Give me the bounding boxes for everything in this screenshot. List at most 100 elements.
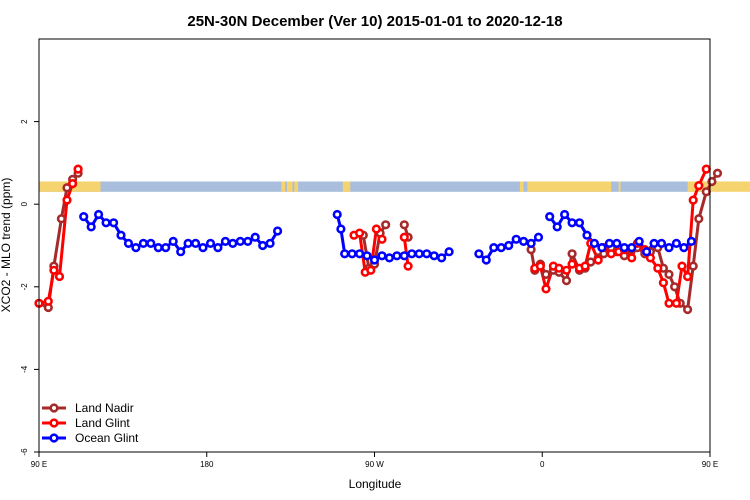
- ocean-glint-point: [612, 238, 622, 248]
- ocean-glint-point: [518, 236, 529, 246]
- land-glint-point: [688, 195, 698, 205]
- land-glint-point: [366, 265, 376, 275]
- legend-label: Land Glint: [75, 416, 130, 430]
- ocean-glint-point: [574, 218, 585, 228]
- ocean-glint-point: [552, 222, 562, 232]
- legend-item-land-nadir: Land Nadir: [42, 401, 134, 415]
- land-nadir-point: [381, 220, 391, 230]
- land-band-segment: [281, 181, 286, 192]
- y-tick-label: 0: [20, 201, 29, 206]
- ocean-glint-point: [511, 234, 521, 244]
- y-axis: 2 0 -2 -4 -6: [20, 119, 39, 456]
- ocean-glint-point: [220, 236, 230, 246]
- land-nadir-point: [541, 269, 551, 280]
- y-tick-label: -4: [20, 365, 29, 373]
- land-glint-point: [664, 298, 674, 308]
- ocean-glint-point: [414, 249, 424, 259]
- ocean-glint-point: [489, 243, 499, 253]
- legend-marker: [49, 418, 59, 428]
- land-glint-point: [645, 253, 656, 263]
- ocean-glint-point: [340, 249, 350, 259]
- land-nadir-point: [682, 304, 693, 315]
- ocean-glint-point: [656, 238, 667, 248]
- x-tick-label: 90 E: [702, 460, 718, 469]
- x-tick-label: 180: [200, 460, 214, 469]
- ocean-glint-point: [205, 238, 216, 248]
- land-glint-point: [682, 271, 693, 282]
- plot-points: [34, 164, 723, 315]
- land-nadir-point: [567, 249, 577, 259]
- land-glint-point: [377, 234, 387, 244]
- ocean-glint-point: [533, 232, 544, 242]
- land-glint-point: [658, 278, 669, 288]
- legend-marker: [49, 403, 59, 413]
- ocean-glint-point: [627, 243, 637, 253]
- legend-label: Ocean Glint: [75, 431, 139, 445]
- ocean-glint-point: [619, 243, 629, 253]
- land-nadir-point: [56, 214, 67, 224]
- ocean-glint-point: [429, 251, 439, 261]
- ocean-glint-point: [131, 243, 141, 253]
- land-band-segment: [527, 181, 612, 192]
- land-glint-point: [73, 164, 83, 174]
- ocean-glint-point: [86, 222, 96, 232]
- land-nadir-point: [701, 187, 711, 197]
- land-glint-point: [54, 271, 65, 282]
- land-glint-point: [580, 261, 590, 271]
- land-nadir-point: [712, 168, 723, 178]
- land-band-segment: [519, 181, 524, 192]
- ocean-glint-point: [213, 243, 223, 253]
- land-nadir-point: [561, 276, 572, 286]
- land-nadir-point: [664, 269, 674, 280]
- land-nadir-point: [62, 183, 72, 193]
- ocean-glint-point: [265, 238, 275, 248]
- ocean-glint-point: [123, 238, 134, 248]
- land-nadir-line: [38, 172, 80, 309]
- land-glint-point: [627, 253, 637, 263]
- land-nadir-point: [669, 282, 680, 292]
- ocean-glint-point: [191, 238, 201, 248]
- land-band-segment: [286, 181, 293, 192]
- ocean-glint-point: [377, 251, 387, 261]
- land-band-segment: [618, 181, 621, 192]
- land-glint-point: [49, 265, 59, 275]
- ocean-glint-point: [332, 209, 342, 220]
- land-glint-point: [43, 296, 53, 306]
- land-glint-point: [701, 164, 711, 174]
- ocean-glint-point: [641, 247, 652, 257]
- ocean-glint-point: [146, 238, 156, 248]
- ocean-glint-point: [369, 255, 380, 265]
- ocean-glint-point: [559, 209, 570, 220]
- ocean-glint-point: [273, 226, 283, 236]
- ocean-glint-point: [362, 251, 372, 261]
- x-tick-label: 90 W: [365, 460, 384, 469]
- legend-item-ocean-glint: Ocean Glint: [42, 431, 139, 445]
- land-band-segment: [342, 181, 351, 192]
- x-tick-label: 90 E: [31, 460, 47, 469]
- land-glint-point: [671, 298, 682, 308]
- ocean-glint-point: [649, 238, 659, 248]
- land-glint-point: [653, 263, 663, 273]
- ocean-glint-point: [496, 243, 506, 253]
- ocean-glint-point: [422, 249, 432, 259]
- legend-marker: [49, 433, 59, 443]
- land-glint-point: [371, 224, 382, 234]
- ocean-glint-point: [101, 218, 111, 228]
- ocean-glint-point: [258, 240, 268, 251]
- ocean-glint-point: [481, 255, 491, 265]
- ocean-glint-point: [567, 218, 577, 228]
- ocean-glint-point: [437, 253, 447, 263]
- ocean-band: [39, 181, 710, 192]
- ocean-glint-point: [604, 238, 615, 248]
- legend-label: Land Nadir: [75, 401, 134, 415]
- ocean-glint-point: [116, 230, 126, 240]
- land-glint-point: [677, 261, 687, 271]
- land-nadir-point: [399, 220, 409, 230]
- y-axis-label: XCO2 - MLO trend (ppm): [0, 178, 13, 313]
- land-glint-point: [561, 265, 572, 275]
- land-glint-point: [694, 181, 704, 191]
- land-glint-point: [535, 261, 546, 271]
- ocean-glint-point: [183, 238, 193, 248]
- x-tick-label: 0: [540, 460, 545, 469]
